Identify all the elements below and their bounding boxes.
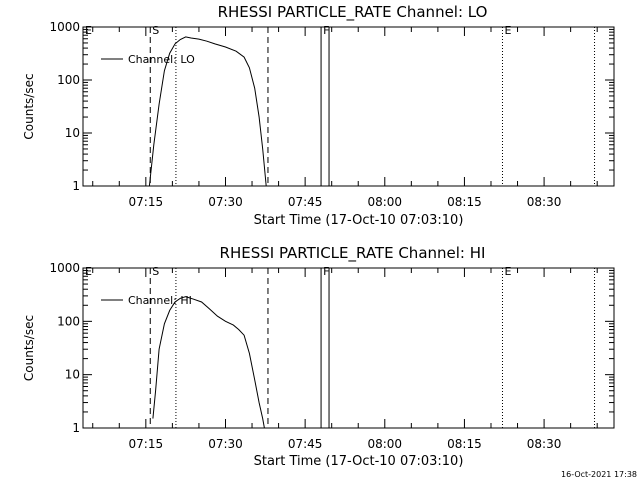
legend: Channel: HI (101, 294, 192, 307)
x-axis: 07:15 07:30 07:45 08:00 08:15 08:30 (92, 27, 598, 209)
y-tick-label: 10 (65, 126, 80, 140)
x-tick-label: 07:15 (129, 437, 164, 451)
marker-label-s: S (152, 265, 159, 278)
chart-panel-2: RHESSI PARTICLE_RATE Channel: HIE S F E1101… (22, 244, 615, 469)
y-tick-label: 1 (72, 179, 80, 193)
y-tick-label: 1000 (49, 261, 80, 275)
chart-title: RHESSI PARTICLE_RATE Channel: HI (220, 244, 486, 263)
chart-panel-1: RHESSI PARTICLE_RATE Channel: LOE S F E1101… (22, 3, 615, 228)
y-axis-label: Counts/sec (22, 315, 36, 381)
marker-label-f: F (323, 24, 329, 37)
x-tick-label: 08:30 (527, 437, 562, 451)
y-axis: 1 10 100 1000 (49, 261, 614, 435)
marker-label-e: E (504, 24, 511, 37)
x-axis: 07:15 07:30 07:45 08:00 08:15 08:30 (92, 268, 598, 451)
series-line-1 (152, 296, 265, 429)
marker-label-e: E (504, 265, 511, 278)
y-tick-label: 100 (57, 73, 80, 87)
y-axis-label: Counts/sec (22, 73, 36, 139)
x-tick-label: 08:30 (527, 195, 562, 209)
plot-frame (82, 267, 615, 429)
footer-timestamp: 16-Oct-2021 17:38 (561, 470, 637, 479)
legend-entry: Channel: LO (128, 53, 195, 66)
x-tick-label: 07:30 (208, 195, 243, 209)
x-tick-label: 07:45 (288, 437, 323, 451)
x-tick-label: 08:15 (447, 437, 482, 451)
series-line-1 (148, 36, 267, 187)
x-tick-label: 07:15 (129, 195, 164, 209)
plot-frame (82, 26, 615, 187)
x-axis-label: Start Time (17-Oct-10 07:03:10) (254, 454, 464, 469)
x-tick-label: 08:15 (447, 195, 482, 209)
y-tick-label: 10 (65, 368, 80, 382)
marker-label-e: E (85, 265, 92, 278)
y-tick-label: 1 (72, 421, 80, 435)
marker-label-f: F (323, 265, 329, 278)
x-tick-label: 08:00 (367, 195, 402, 209)
x-tick-label: 07:30 (208, 437, 243, 451)
x-tick-label: 07:45 (288, 195, 323, 209)
y-tick-label: 100 (57, 314, 80, 328)
marker-label-e: E (85, 24, 92, 37)
y-axis: 1 10 100 1000 (49, 20, 614, 193)
chart-title: RHESSI PARTICLE_RATE Channel: LO (218, 3, 488, 22)
x-tick-label: 08:00 (367, 437, 402, 451)
marker-label-s: S (152, 24, 159, 37)
legend: Channel: LO (101, 53, 195, 66)
legend-entry: Channel: HI (128, 294, 192, 307)
x-axis-label: Start Time (17-Oct-10 07:03:10) (254, 213, 464, 228)
y-tick-label: 1000 (49, 20, 80, 34)
